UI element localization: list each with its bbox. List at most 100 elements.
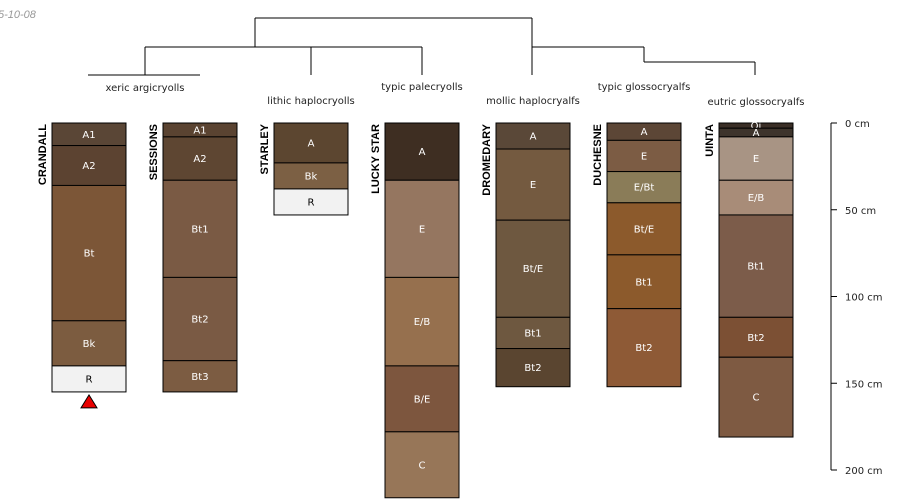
- horizon-block: [495, 148, 571, 221]
- horizon-label: R: [308, 197, 315, 208]
- profile-name: CRANDALL: [37, 124, 49, 185]
- horizon: A: [273, 122, 349, 164]
- horizon-label: E: [419, 224, 425, 235]
- horizon-block: [384, 276, 460, 367]
- horizon: A: [495, 122, 571, 150]
- horizon-block: [495, 219, 571, 318]
- horizon: C: [718, 356, 794, 438]
- horizon-label: A: [641, 127, 648, 138]
- profiles: A1 A2 Bt Bk R CRANDALL A1 A2 Bt1 Bt2 Bt3 SESSIONS A B…: [37, 121, 794, 499]
- horizon-label: C: [419, 460, 426, 471]
- horizon-block: [606, 254, 682, 310]
- horizon-label: Bt/E: [523, 264, 543, 275]
- horizon: E/Bt: [606, 171, 682, 204]
- horizon: E/B: [384, 276, 460, 367]
- horizon: Bt/E: [606, 202, 682, 256]
- horizon-label: Bt/E: [634, 224, 654, 235]
- horizon: Bt1: [162, 179, 238, 278]
- horizon-label: Bt2: [191, 315, 208, 326]
- horizon: E/B: [718, 179, 794, 216]
- horizon-label: Bt2: [635, 343, 652, 354]
- horizon: Bt2: [718, 316, 794, 358]
- group-label: eutric glossocryalfs: [708, 97, 805, 108]
- horizon-label: Bk: [83, 339, 96, 350]
- horizon-block: [384, 431, 460, 499]
- horizon: A2: [162, 136, 238, 181]
- group-label: typic palecryolls: [381, 82, 462, 93]
- horizon-block: [162, 136, 238, 181]
- profile-name: STARLEY: [259, 123, 271, 174]
- horizon-label: C: [753, 393, 760, 404]
- horizon-label: A1: [82, 130, 95, 141]
- horizon-label: E: [530, 180, 536, 191]
- soil-profile-sessions: A1 A2 Bt1 Bt2 Bt3 SESSIONS: [148, 122, 238, 393]
- horizon-block: [718, 214, 794, 318]
- horizon: B/E: [384, 365, 460, 433]
- horizon-label: A: [753, 128, 760, 139]
- horizon: E: [606, 139, 682, 173]
- horizon: A: [384, 122, 460, 181]
- horizon-label: A2: [82, 161, 95, 172]
- profile-name: DROMEDARY: [481, 123, 493, 195]
- horizon-block: [384, 179, 460, 278]
- horizon-label: Bt: [84, 249, 95, 260]
- depth-axis: 0 cm 50 cm 100 cm 150 cm 200 cm: [830, 119, 883, 477]
- horizon-block: [718, 356, 794, 438]
- horizon-label: A: [308, 138, 315, 149]
- horizon-label: E/B: [414, 317, 431, 328]
- horizon-label: A1: [193, 125, 206, 136]
- horizon-label: A: [530, 132, 537, 143]
- horizon: A1: [162, 122, 238, 138]
- depth-tick-label: 50 cm: [845, 206, 876, 217]
- horizon-block: [273, 188, 349, 216]
- depth-tick-label: 100 cm: [845, 293, 883, 304]
- horizon-block: [51, 365, 127, 393]
- horizon: A1: [51, 122, 127, 147]
- horizon: C: [384, 431, 460, 499]
- depth-tick-label: 150 cm: [845, 379, 883, 390]
- horizon-label: E: [641, 151, 647, 162]
- horizon: Bt2: [162, 276, 238, 362]
- horizon-block: [606, 171, 682, 204]
- horizon-block: [495, 348, 571, 388]
- horizon-label: A2: [193, 154, 206, 165]
- horizon-label: Bt1: [524, 328, 541, 339]
- soil-profile-dromedary: A E Bt/E Bt1 Bt2 DROMEDARY: [481, 122, 571, 388]
- horizon-block: [384, 122, 460, 181]
- horizon-block: [273, 162, 349, 190]
- group-label: lithic haplocryolls: [267, 96, 354, 107]
- horizon-block: [495, 316, 571, 350]
- horizon-label: R: [86, 374, 93, 385]
- profile-name: SESSIONS: [148, 124, 160, 180]
- horizon-block: [606, 308, 682, 388]
- horizon: A2: [51, 145, 127, 186]
- horizon-label: B/E: [414, 394, 431, 405]
- horizon: Bt: [51, 184, 127, 322]
- horizon: Bk: [51, 320, 127, 367]
- horizon-label: Bk: [305, 171, 318, 182]
- horizon-block: [718, 136, 794, 181]
- horizon: E: [384, 179, 460, 278]
- horizon-block: [162, 276, 238, 362]
- horizon-label: Bt2: [524, 363, 541, 374]
- horizon-block: [606, 139, 682, 173]
- horizon: Bk: [273, 162, 349, 190]
- horizon: Bt1: [718, 214, 794, 318]
- horizon: E: [718, 136, 794, 181]
- horizon: Bt2: [606, 308, 682, 388]
- horizon-label: E/B: [748, 193, 765, 204]
- group-label: mollic haplocryalfs: [486, 96, 580, 107]
- profile-name: DUCHESNE: [592, 124, 604, 186]
- horizon: E: [495, 148, 571, 221]
- horizon-block: [718, 316, 794, 358]
- horizon: A: [606, 122, 682, 141]
- horizon-label: Bt1: [635, 277, 652, 288]
- group-label: xeric argicryolls: [106, 83, 185, 94]
- group-label: typic glossocryalfs: [598, 82, 691, 93]
- horizon: Bt2: [495, 348, 571, 388]
- dendrogram: [88, 17, 756, 76]
- horizon-label: Bt1: [747, 262, 764, 273]
- depth-tick-label: 0 cm: [845, 119, 870, 130]
- horizon: R: [51, 365, 127, 393]
